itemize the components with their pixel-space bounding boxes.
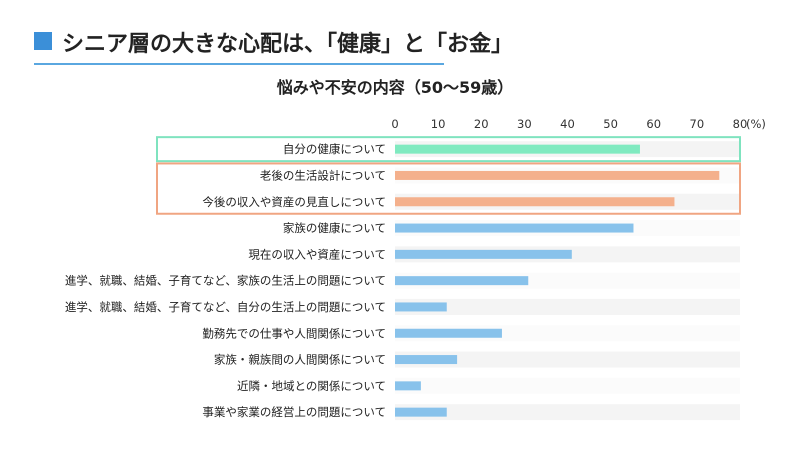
category-label: 進学、就職、結婚、子育てなど、自分の生活上の問題について <box>65 300 386 314</box>
bar <box>395 355 458 365</box>
x-tick-label: 0 <box>391 117 398 131</box>
category-label: 勤務先での仕事や人間関係について <box>202 326 386 340</box>
header-divider <box>34 63 444 65</box>
x-tick-label: 20 <box>474 117 489 131</box>
bar <box>395 223 634 233</box>
header-title: シニア層の大きな心配は、「健康」と「お金」 <box>62 32 514 57</box>
bar <box>395 407 447 417</box>
bar <box>395 170 720 180</box>
bar <box>395 328 502 338</box>
chart-title: 悩みや不安の内容（50〜59歳） <box>276 78 514 97</box>
x-tick-label: 80 <box>733 117 748 131</box>
money-highlight-frame <box>156 162 741 215</box>
bar <box>395 276 529 286</box>
bar <box>395 381 421 391</box>
category-label: 家族の健康について <box>283 221 386 235</box>
bar <box>395 302 447 312</box>
category-label: 今後の収入や資産の見直しについて <box>202 195 386 209</box>
row-background <box>395 351 740 368</box>
bar <box>395 197 675 207</box>
bar <box>395 144 640 154</box>
health-highlight-frame <box>156 136 741 163</box>
bar <box>395 249 572 259</box>
x-tick-label: 60 <box>646 117 661 131</box>
row-background <box>395 404 740 421</box>
header-square-icon <box>34 32 52 50</box>
category-label: 自分の健康について <box>283 142 386 156</box>
x-tick-label: 50 <box>603 117 618 131</box>
row-background <box>395 298 740 315</box>
category-label: 近隣・地域との関係について <box>237 379 386 393</box>
x-unit-label: (%) <box>746 117 766 131</box>
x-tick-label: 30 <box>517 117 532 131</box>
category-label: 現在の収入や資産について <box>248 247 386 261</box>
x-tick-label: 70 <box>690 117 705 131</box>
x-tick-label: 10 <box>431 117 446 131</box>
category-label: 家族・親族間の人間関係について <box>214 353 386 367</box>
category-label: 老後の生活設計について <box>260 168 386 182</box>
category-label: 進学、就職、結婚、子育てなど、家族の生活上の問題について <box>65 274 386 288</box>
x-tick-label: 40 <box>560 117 575 131</box>
row-background <box>395 377 740 394</box>
category-label: 事業や家業の経営上の問題について <box>202 405 386 419</box>
